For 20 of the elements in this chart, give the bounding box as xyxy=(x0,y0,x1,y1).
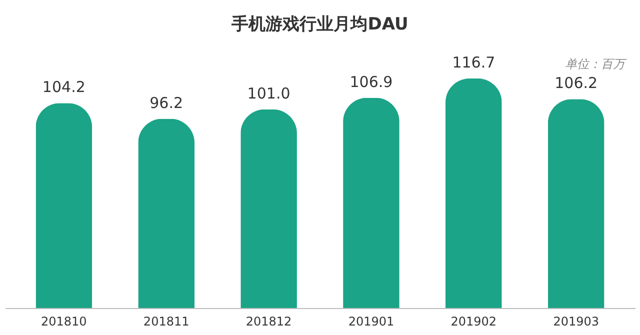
x-tick-label: 201903 xyxy=(553,314,600,328)
bar xyxy=(445,78,502,308)
text: 单位：百万 xyxy=(565,57,627,71)
x-tick-label: 201810 xyxy=(40,314,87,328)
x-tick-label: 201901 xyxy=(348,314,394,328)
bar xyxy=(240,109,297,308)
chart-title: 手机游戏行业月均DAU xyxy=(230,14,408,34)
bar xyxy=(343,98,400,308)
x-tick-label: 201811 xyxy=(143,314,190,328)
data-label: 104.2 xyxy=(42,78,86,96)
data-label: 106.2 xyxy=(554,74,598,92)
data-label: 96.2 xyxy=(150,94,184,112)
data-label: 101.0 xyxy=(247,84,290,102)
bar xyxy=(36,103,92,308)
bar xyxy=(138,118,195,308)
data-label: 116.7 xyxy=(452,53,496,72)
x-tick-label: 201902 xyxy=(450,314,497,328)
x-tick-label: 201812 xyxy=(246,314,292,328)
data-label: 106.9 xyxy=(350,72,393,91)
bar xyxy=(548,99,604,308)
